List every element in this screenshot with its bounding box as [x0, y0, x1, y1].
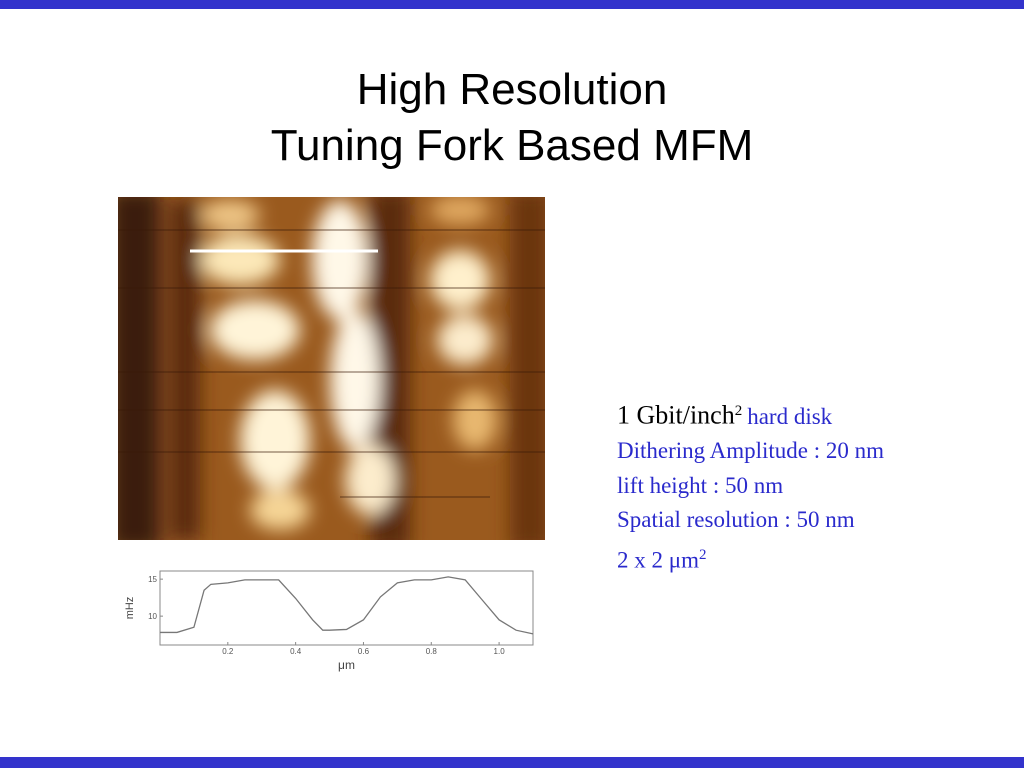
superscript: 2: [698, 546, 707, 563]
top-bar: [0, 0, 1024, 9]
superscript: 2: [734, 403, 743, 419]
title: High Resolution Tuning Fork Based MFM: [0, 62, 1024, 174]
y-axis-label: mHz: [124, 597, 136, 620]
note-line: 1 Gbit/inch2 hard disk: [617, 394, 884, 434]
x-tick-label: 0.8: [426, 647, 438, 656]
x-tick-label: 1.0: [494, 647, 506, 656]
bottom-bar: [0, 757, 1024, 768]
x-tick-label: 0.2: [222, 647, 234, 656]
plot-frame: [159, 570, 534, 646]
x-tick-label: 0.6: [358, 647, 370, 656]
x-tick-label: 0.4: [290, 647, 302, 656]
title-line: Tuning Fork Based MFM: [270, 121, 754, 170]
profile-line: [160, 576, 534, 635]
profile-plot: 0.2 0.4 0.6 0.8 1.0 10 15 μm mHz: [124, 575, 534, 672]
y-tick-label: 10: [148, 612, 157, 621]
note-text: hard disk: [747, 403, 833, 429]
note-line: Dithering Amplitude : 20 nm: [617, 438, 885, 464]
notes: 1 Gbit/inch2 hard disk Dithering Amplitud…: [617, 394, 884, 578]
title-line: High Resolution: [356, 65, 668, 114]
y-tick-label: 15: [148, 575, 157, 584]
note-line: Spatial resolution : 50 nm: [617, 507, 855, 533]
note-text: 2 x 2 μm: [617, 547, 699, 573]
note-text: 1 Gbit/inch: [617, 400, 735, 430]
mfm-image: [118, 197, 545, 540]
note-line: 2 x 2 μm2: [617, 538, 884, 578]
note-line: lift height : 50 nm: [617, 472, 784, 498]
x-axis-label: μm: [338, 658, 355, 672]
